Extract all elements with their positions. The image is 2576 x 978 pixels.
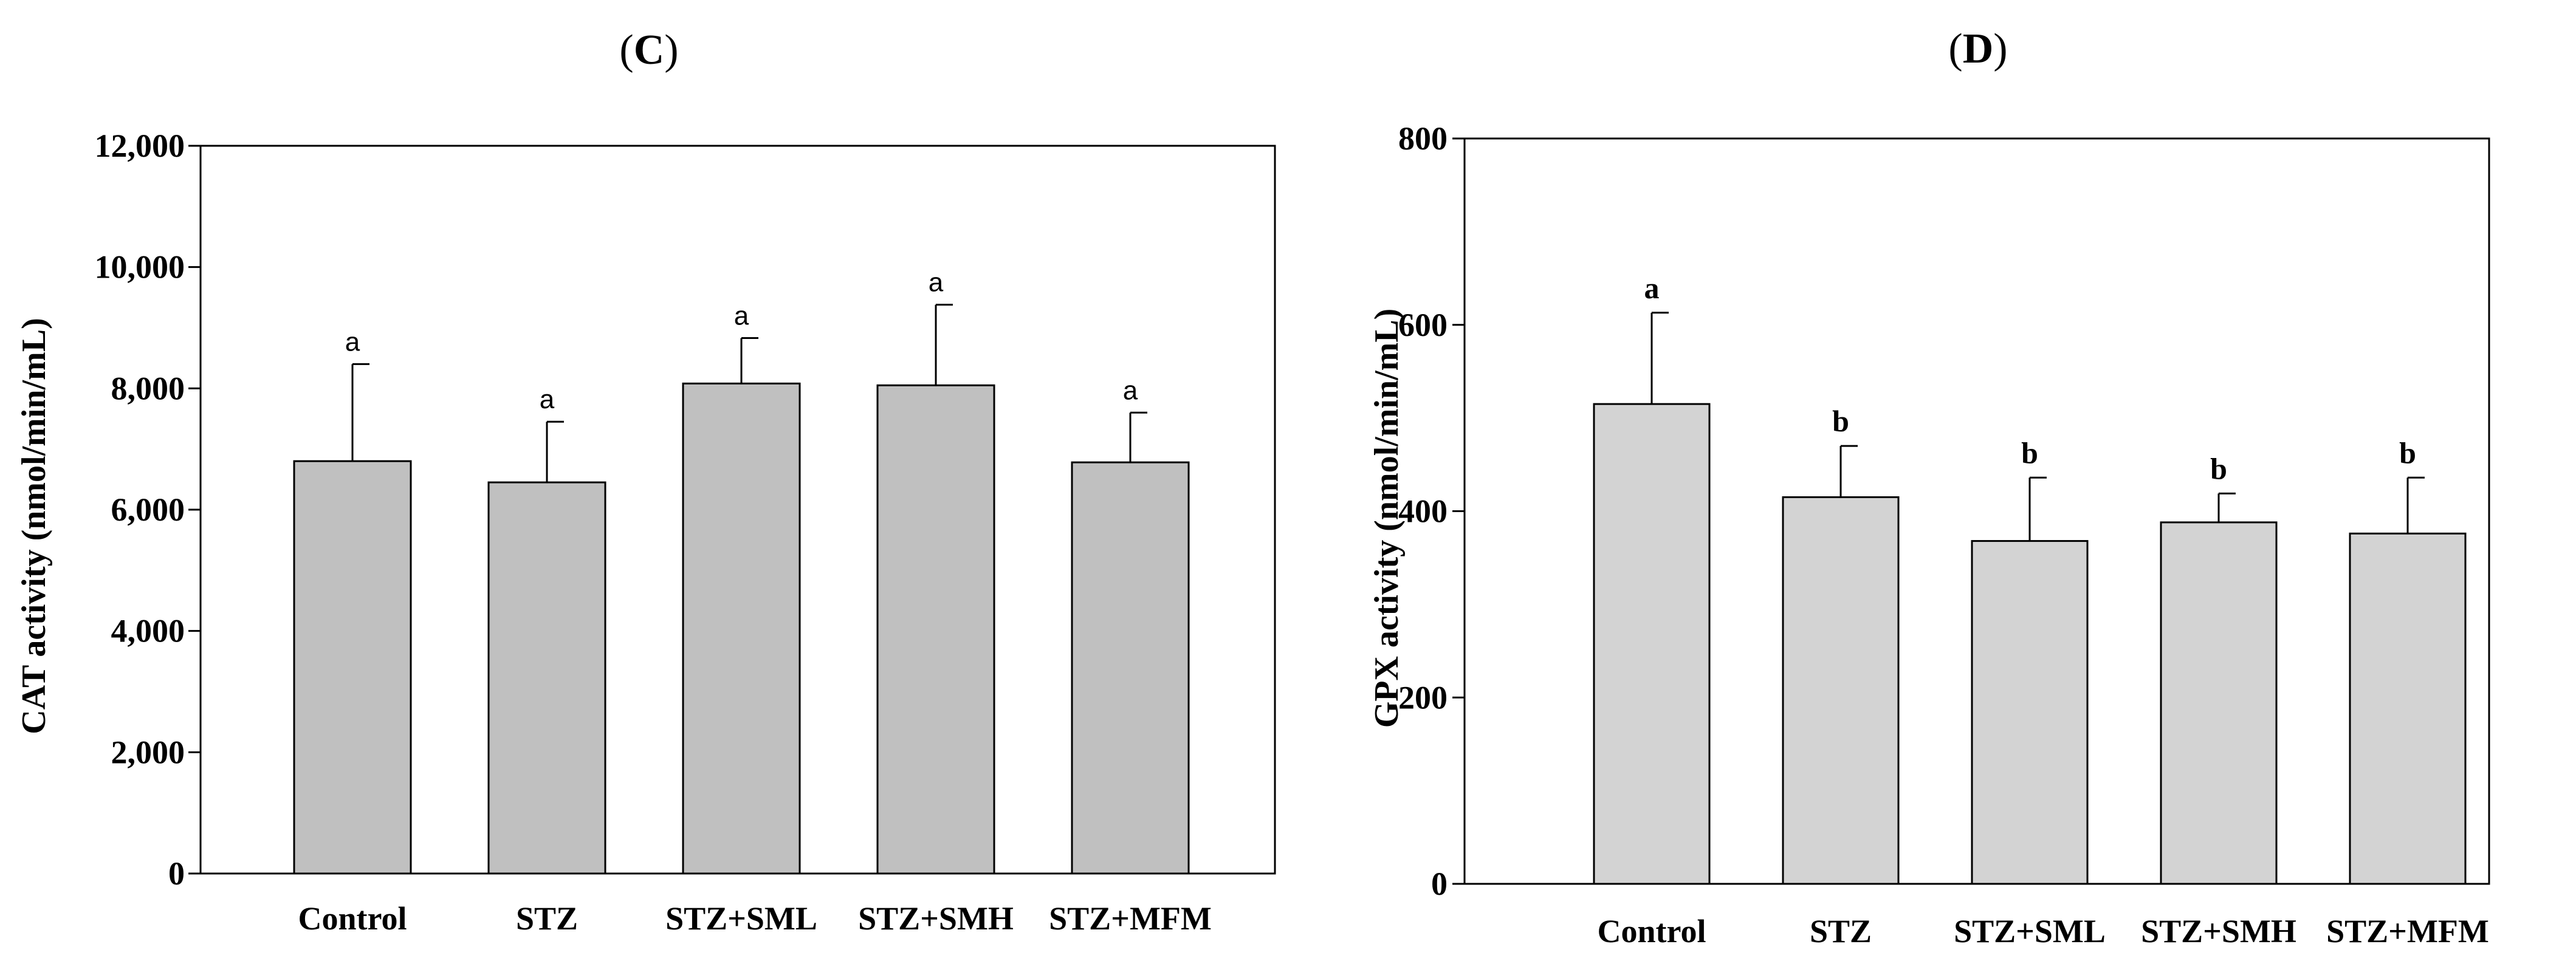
panel-d-bar-stz-mfm [2349, 532, 2467, 885]
panel-d-bar-stz [1782, 496, 1900, 885]
panel-d-bar-stz-sml [1971, 540, 2089, 885]
panel-c-bar-stz-sml [682, 382, 801, 875]
panel-d-y-tick-label: 600 [1398, 307, 1448, 343]
panel-c-significance-label: a [540, 385, 555, 414]
panel-c-category-label: STZ+SML [665, 900, 817, 937]
panel-d-significance-label: b [1832, 404, 1849, 438]
panel-c-bar-stz-smh [876, 384, 995, 875]
panel-c-bar-stz [487, 481, 606, 875]
panel-d-category-label: STZ+SMH [2141, 913, 2296, 949]
panel-c-y-tick-label: 10,000 [95, 249, 185, 286]
panel-c-title: (C) [619, 27, 678, 74]
panel-d-y-tick-label: 200 [1398, 679, 1448, 716]
panel-d-y-axis-label: GPX activity (nmol/min/mL) [1368, 309, 1406, 728]
panel-c-category-label: Control [298, 900, 407, 937]
panel-c-significance-label: a [734, 301, 749, 330]
panel-d-significance-label: b [2210, 451, 2227, 485]
panel-c-bar-stz-mfm [1071, 461, 1190, 875]
panel-c-significance-label: a [1123, 375, 1138, 405]
panel-c-y-tick-label: 6,000 [111, 491, 185, 528]
panel-c-category-label: STZ+MFM [1049, 900, 1212, 937]
panel-c-significance-label: a [345, 327, 360, 357]
panel-c-y-tick-label: 2,000 [111, 734, 185, 770]
panel-d-title: (D) [1948, 26, 2007, 72]
panel-d-y-tick-label: 400 [1398, 493, 1448, 530]
panel-c-bar-control [293, 460, 412, 875]
panel-d-category-label: STZ+MFM [2326, 913, 2489, 949]
panel-c-y-axis-label: CAT activity (nmol/min/mL) [15, 318, 53, 734]
panel-c-y-tick-label: 8,000 [111, 370, 185, 406]
panel-c-y-tick-label: 12,000 [95, 128, 185, 164]
panel-d-y-tick-label: 800 [1398, 120, 1448, 157]
panel-d-significance-label: b [2399, 436, 2416, 470]
panel-d-category-label: STZ+SML [1954, 913, 2106, 949]
panel-d-significance-label: a [1644, 271, 1660, 305]
panel-c-y-tick-label: 0 [168, 855, 185, 892]
panel-d-significance-label: b [2021, 436, 2038, 470]
panel-d-bar-stz-smh [2160, 521, 2278, 885]
panel-c-significance-label: a [929, 268, 944, 298]
panel-d-chart: 0 200 400 600 800 a Control b STZ b STZ+SML b STZ+SM… [1398, 120, 2490, 949]
panel-d-bar-control [1593, 403, 1711, 885]
panel-d-category-label: Control [1597, 913, 1706, 949]
panel-d-y-tick-label: 0 [1431, 866, 1448, 902]
panel-c-chart: 0 2,000 4,000 6,000 8,000 10,000 12,000 a Contro… [95, 128, 1276, 937]
panel-c-y-tick-label: 4,000 [111, 613, 185, 649]
panel-c-category-label: STZ [516, 900, 578, 937]
panel-d-category-label: STZ [1810, 913, 1872, 949]
panel-c-category-label: STZ+SMH [858, 900, 1014, 937]
